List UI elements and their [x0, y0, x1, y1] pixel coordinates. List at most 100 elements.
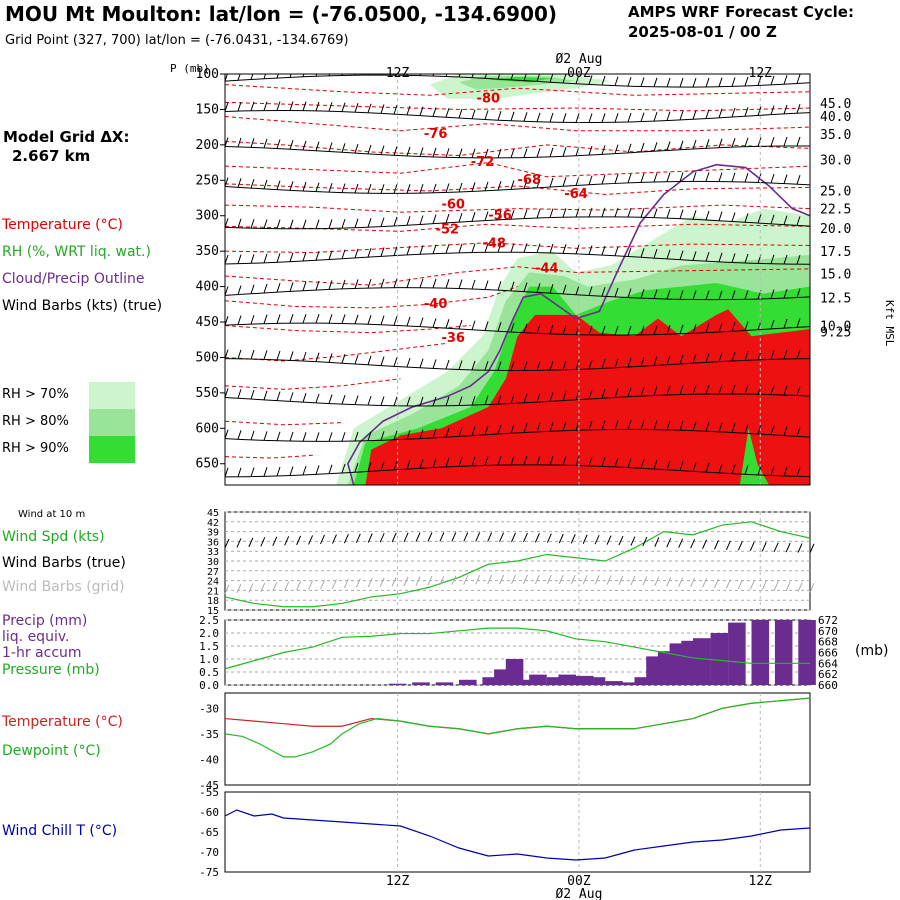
pressure-axis-label: P (mb): [170, 62, 210, 75]
precip-bar: [728, 622, 746, 685]
wind-barb: [328, 142, 333, 152]
temperature-contour-label: -80: [477, 91, 501, 106]
wind-barb: [393, 104, 398, 115]
wind-barb: [627, 76, 632, 87]
legend-wind-speed: Wind Spd (kts): [2, 529, 105, 545]
wind-barb: [445, 279, 450, 289]
rh-swatch-90: [89, 436, 135, 463]
pressure-right-tick-label: 664: [818, 657, 838, 670]
wind-barb: [601, 75, 606, 86]
wind-chill-frame: [224, 791, 811, 873]
wind-10m-tick-label: 27: [207, 567, 219, 578]
dewpoint-line: [224, 697, 811, 758]
wind-barb: [237, 430, 242, 440]
wind-barb-grid: [403, 576, 409, 587]
wind-barb-true: [725, 540, 731, 550]
wind-barb: [588, 113, 593, 123]
wind-barb: [302, 351, 307, 362]
wind-barb-true: [678, 538, 684, 548]
wind-barb: [783, 215, 788, 225]
wind-barb-grid: [523, 574, 528, 585]
wind-barb: [744, 351, 749, 361]
wind-barb: [302, 101, 307, 111]
wind-barb: [237, 101, 242, 112]
wind-barb: [744, 253, 749, 264]
model-grid-dx-label: Model Grid ΔX:: [3, 128, 130, 146]
temperature-contour-13: [225, 454, 313, 459]
wind-barb: [679, 172, 684, 182]
rh-legend-label-90: RH > 90%: [2, 441, 69, 456]
wind-barb: [406, 278, 411, 288]
wind-barb: [536, 361, 541, 371]
wind-barb: [445, 396, 450, 406]
wind-barb: [796, 318, 801, 328]
wind-barb: [549, 208, 554, 218]
wind-barb: [471, 212, 476, 222]
wind-barb-grid: [320, 579, 325, 590]
wind-barb: [796, 74, 801, 84]
wind-barb: [380, 461, 385, 471]
wind-barb: [484, 74, 487, 79]
wind-barb: [250, 349, 255, 360]
wind-barb: [458, 319, 463, 330]
wind-barb-row-7: [225, 322, 810, 336]
wind-barb: [549, 283, 554, 294]
warm-region: [365, 309, 810, 485]
wind-barb-row-3: [225, 180, 810, 194]
wind-barb: [263, 101, 268, 111]
wind-barb: [536, 283, 541, 293]
wind-barb-grid: [558, 574, 564, 585]
height-axis-label: Kft MSL: [883, 300, 896, 347]
wind-barb: [770, 214, 775, 225]
temperature-contour-label: -72: [471, 155, 495, 170]
wind-barb: [718, 422, 723, 432]
wind-barb: [731, 212, 736, 222]
wind-barb: [692, 462, 697, 472]
wind-barb-grid: [761, 580, 767, 591]
wind-barb: [471, 148, 476, 159]
wind-barb: [783, 254, 788, 265]
wind-barb: [718, 252, 723, 262]
wind-barb: [601, 287, 606, 297]
wind-barb: [679, 140, 684, 150]
wind-barb: [406, 184, 411, 194]
wind-barb: [458, 108, 463, 119]
wind-barb: [315, 182, 320, 192]
wind-barb: [770, 254, 775, 264]
wind-barb-grid: [343, 578, 349, 589]
wind-barb: [289, 101, 294, 111]
wind-barb-grid: [499, 574, 505, 585]
wind-barb: [263, 283, 268, 294]
wind-barb: [640, 142, 645, 153]
wind-barb: [237, 389, 242, 399]
wind-barb: [432, 244, 437, 254]
wind-barb: [783, 426, 788, 436]
wind-barb: [588, 75, 593, 85]
wind-barb: [471, 426, 476, 436]
wind-barb: [757, 106, 762, 116]
wind-barb: [783, 288, 788, 299]
legend-temperature-surface: Temperature (°C): [2, 714, 123, 730]
wind-barb: [653, 386, 658, 396]
wind-barb: [419, 278, 424, 288]
wind-barb: [237, 315, 242, 325]
wind-barb: [276, 391, 281, 401]
temperature-contour-3: [225, 183, 810, 195]
wind-barb: [380, 104, 385, 114]
wind-barb-true: [582, 534, 588, 544]
wind-barb: [263, 179, 268, 190]
wind-barb: [679, 421, 684, 431]
precip-bar: [529, 674, 547, 685]
model-grid-dx-value: 2.667 km: [12, 147, 91, 165]
wind-barb: [705, 323, 710, 333]
wind-barb: [679, 461, 684, 471]
wind-barb: [328, 314, 333, 324]
wind-barb: [471, 279, 476, 290]
wind-barb: [315, 280, 320, 291]
wind-barb-grid: [427, 576, 433, 586]
legend-wind-barbs-grid: Wind Barbs (grid): [2, 579, 125, 595]
wind-barb: [588, 359, 593, 370]
wind-barb: [432, 147, 437, 158]
wind-barb: [718, 352, 723, 362]
wind-barb-true: [606, 535, 612, 545]
